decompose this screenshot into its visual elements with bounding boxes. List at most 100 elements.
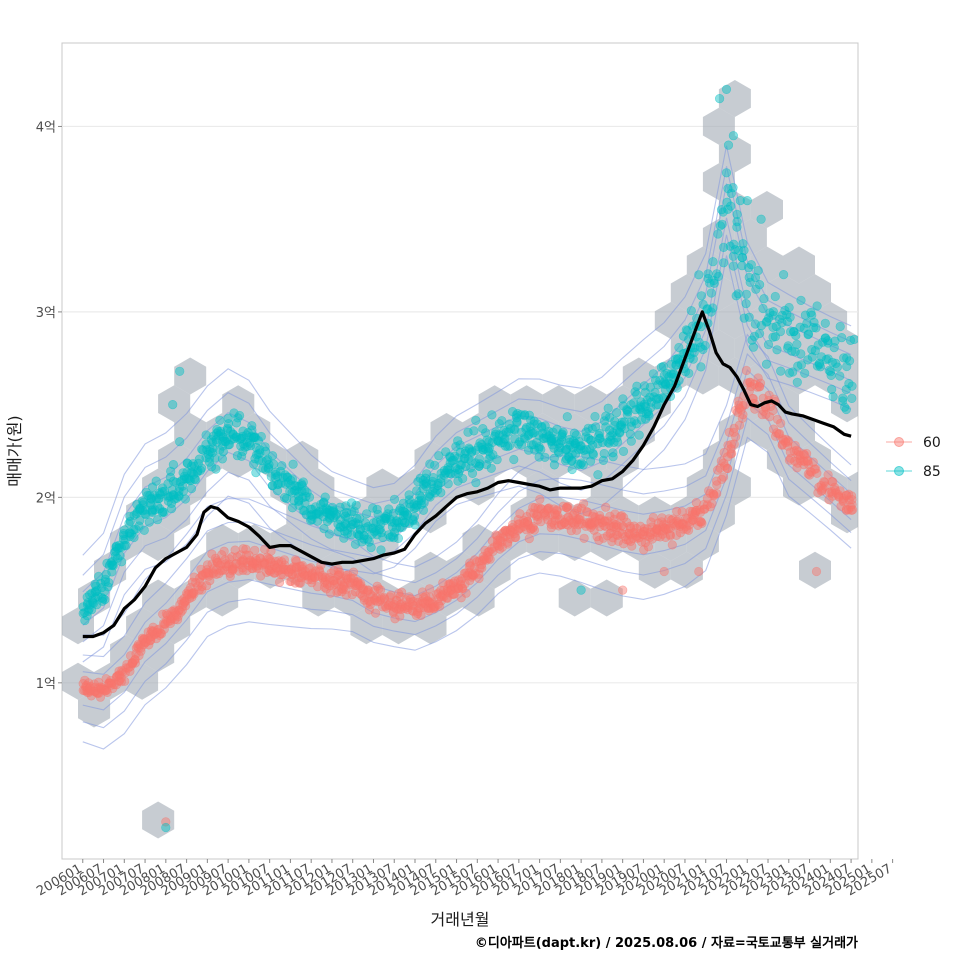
scatter-point <box>528 428 538 438</box>
scatter-point <box>180 494 190 504</box>
scatter-point <box>576 503 587 513</box>
scatter-point <box>706 288 716 298</box>
scatter-point <box>255 445 265 455</box>
scatter-point <box>339 533 349 543</box>
scatter-point <box>656 362 667 372</box>
hexbin-cell <box>462 468 495 506</box>
scatter-point <box>175 482 185 493</box>
scatter-point <box>578 460 588 470</box>
scatter-point <box>279 555 290 565</box>
density-contour <box>82 234 852 643</box>
scatter-point <box>708 489 718 499</box>
scatter-point <box>203 567 213 578</box>
scatter-point <box>419 498 429 508</box>
scatter-point <box>320 492 330 502</box>
scatter-point <box>549 460 560 470</box>
scatter-point <box>791 330 801 341</box>
scatter-point <box>811 566 822 577</box>
scatter-point <box>318 498 329 508</box>
scatter-point <box>822 336 833 346</box>
scatter-point <box>835 486 845 496</box>
scatter-point <box>214 568 224 579</box>
scatter-point <box>348 519 358 529</box>
y-axis-title: 매매가(원) <box>5 415 24 486</box>
scatter-point <box>626 400 636 410</box>
scatter-point <box>397 587 407 597</box>
scatter-point <box>395 611 405 621</box>
scatter-point <box>487 410 497 420</box>
hexbin-cell <box>158 385 191 423</box>
hexbin-cell <box>174 357 207 395</box>
scatter-point <box>557 429 567 439</box>
density-contour <box>82 436 852 750</box>
scatter-point <box>803 330 813 340</box>
scatter-point <box>275 577 285 587</box>
scatter-point <box>684 368 694 378</box>
scatter-point <box>301 492 311 502</box>
scatter-point <box>342 507 352 518</box>
scatter-point <box>810 346 820 356</box>
scatter-point <box>251 468 261 478</box>
scatter-point <box>151 476 161 486</box>
hexbin-cell <box>750 191 783 228</box>
scatter-point <box>775 327 786 337</box>
scatter-point <box>116 557 127 567</box>
scatter-point <box>754 382 765 392</box>
scatter-point <box>581 432 591 442</box>
scatter-point <box>471 478 481 488</box>
scatter-point <box>847 393 857 404</box>
scatter-point <box>802 456 813 466</box>
hexbin-cell <box>766 274 799 312</box>
scatter-point <box>418 505 429 515</box>
scatter-point <box>807 310 817 320</box>
scatter-point <box>175 366 185 376</box>
scatter-point <box>492 455 502 465</box>
hexbin-cell <box>654 302 687 339</box>
scatter-point <box>80 615 90 626</box>
scatter-point <box>313 582 323 592</box>
scatter-point <box>809 317 819 328</box>
scatter-point <box>726 188 736 198</box>
scatter-point <box>812 301 822 311</box>
scatter-point <box>141 487 151 497</box>
scatter-point <box>691 498 701 508</box>
x-axis-ticks: 2006012006072007012007072008012008072009… <box>34 859 895 899</box>
density-contour <box>82 166 852 576</box>
scatter-point <box>456 576 466 587</box>
scatter-point <box>694 566 704 577</box>
scatter-point <box>463 427 473 437</box>
scatter-point <box>713 229 723 239</box>
hexbin-cell <box>270 524 303 561</box>
scatter-points <box>78 84 858 833</box>
scatter-point <box>608 448 618 458</box>
scatter-point <box>540 452 550 462</box>
scatter-point <box>793 361 803 371</box>
density-contour <box>82 255 852 663</box>
scatter-point <box>708 257 718 267</box>
scatter-point <box>281 479 291 489</box>
scatter-point <box>348 567 359 577</box>
scatter-point <box>622 517 632 528</box>
scatter-point <box>536 444 546 455</box>
scatter-point <box>741 299 751 309</box>
hexbin-cell <box>638 385 671 423</box>
legend-label: 60 <box>923 435 941 451</box>
scatter-point <box>844 356 855 366</box>
scatter-point <box>825 367 836 377</box>
scatter-point <box>351 500 361 510</box>
scatter-point <box>249 459 259 469</box>
scatter-point <box>739 313 749 323</box>
scatter-point <box>832 362 843 372</box>
scatter-point <box>129 532 139 543</box>
scatter-point <box>788 367 798 377</box>
scatter-point <box>594 535 604 545</box>
scatter-point <box>796 295 806 306</box>
scatter-point <box>751 284 761 294</box>
scatter-point <box>815 362 826 372</box>
scatter-point <box>820 318 830 328</box>
scatter-point <box>161 822 171 833</box>
scatter-point <box>847 495 857 505</box>
scatter-point <box>557 430 567 440</box>
scatter-point <box>827 357 838 368</box>
